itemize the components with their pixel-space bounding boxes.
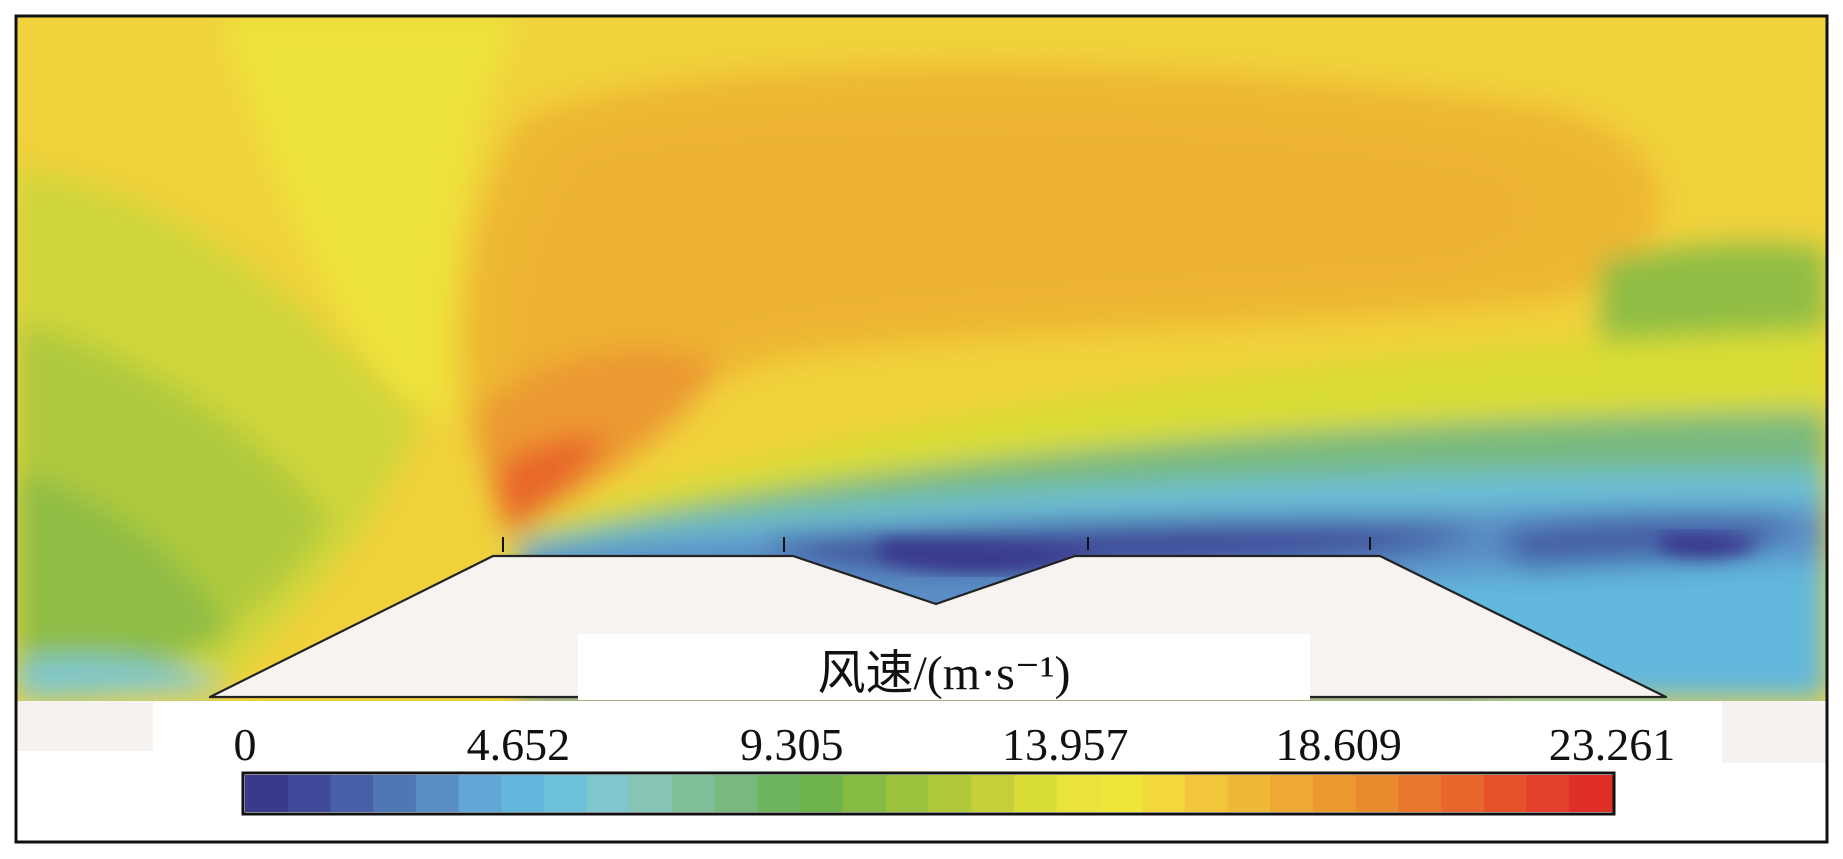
colorbar-tick-label-1: 4.652 xyxy=(467,719,571,770)
colorbar-swatch-25 xyxy=(1312,775,1357,812)
colorbar-title: 风速/(m·s⁻¹) xyxy=(817,647,1070,700)
colorbar-swatch-17 xyxy=(971,775,1015,812)
colorbar-swatch-31 xyxy=(1569,775,1613,812)
colorbar-swatch-9 xyxy=(629,775,673,812)
colorbar-swatch-0 xyxy=(245,775,289,812)
colorbar-tick-label-3: 13.957 xyxy=(1002,719,1129,770)
colorbar-swatch-2 xyxy=(330,775,374,812)
colorbar-swatch-20 xyxy=(1099,775,1143,812)
colorbar-tick-label-5: 23.261 xyxy=(1549,719,1676,770)
colorbar-tick-label-0: 0 xyxy=(234,719,257,770)
colorbar-swatch-24 xyxy=(1270,775,1314,812)
colorbar-tick-label-2: 9.305 xyxy=(740,719,844,770)
plot-frame xyxy=(14,14,1829,844)
colorbar-swatch-21 xyxy=(1142,775,1186,812)
colorbar-swatch-4 xyxy=(415,775,460,812)
colorbar-swatch-7 xyxy=(544,775,588,812)
colorbar-swatch-30 xyxy=(1526,775,1570,812)
colorbar xyxy=(245,775,1613,812)
surface-markers xyxy=(502,537,1371,552)
colorbar-swatch-18 xyxy=(1013,775,1058,812)
colorbar-swatch-22 xyxy=(1184,775,1229,812)
colorbar-swatch-19 xyxy=(1056,775,1100,812)
colorbar-swatch-5 xyxy=(458,775,502,812)
colorbar-tick-labels: 0 4.652 9.305 13.957 18.609 23.261 xyxy=(234,719,1676,770)
colorbar-border xyxy=(241,771,1616,816)
colorbar-swatch-14 xyxy=(843,775,887,812)
colorbar-tick-label-4: 18.609 xyxy=(1275,719,1402,770)
colorbar-swatch-11 xyxy=(714,775,759,812)
colorbar-swatch-8 xyxy=(586,775,631,812)
colorbar-swatch-28 xyxy=(1441,775,1485,812)
colorbar-swatch-1 xyxy=(287,775,332,812)
colorbar-swatch-16 xyxy=(928,775,972,812)
colorbar-swatch-26 xyxy=(1355,775,1400,812)
colorbar-swatch-29 xyxy=(1483,775,1528,812)
colorbar-swatch-6 xyxy=(501,775,545,812)
colorbar-swatch-12 xyxy=(757,775,801,812)
contour-field xyxy=(16,16,1827,701)
colorbar-swatch-15 xyxy=(885,775,930,812)
colorbar-swatch-13 xyxy=(800,775,844,812)
colorbar-swatch-10 xyxy=(672,775,716,812)
legend-title-box xyxy=(578,634,1310,700)
colorbar-swatch-23 xyxy=(1227,775,1271,812)
colorbar-swatch-27 xyxy=(1398,775,1442,812)
colorbar-swatch-3 xyxy=(373,775,417,812)
